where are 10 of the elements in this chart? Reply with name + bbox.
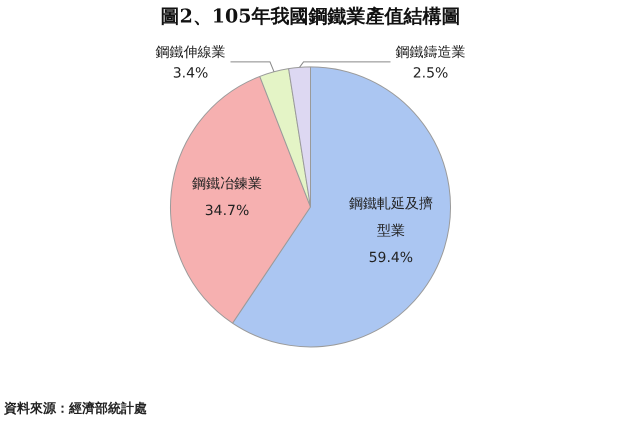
- source-note: 資料來源：經濟部統計處: [3, 400, 147, 416]
- data-label: 2.5%: [412, 66, 448, 82]
- slice-label: 鋼鐵鑄造業: [396, 44, 466, 61]
- data-label: 3.4%: [172, 66, 208, 82]
- slice-label: 鋼鐵冶鍊業: [192, 176, 262, 192]
- slice-label: 鋼鐵軋延及擠型業: [348, 196, 433, 239]
- slice-label: 鋼鐵伸線業: [156, 44, 226, 61]
- data-label: 59.4%: [368, 250, 414, 266]
- data-label: 34.7%: [204, 202, 250, 219]
- chart-title: 圖2、105年我國鋼鐵業產值結構圖: [160, 5, 460, 28]
